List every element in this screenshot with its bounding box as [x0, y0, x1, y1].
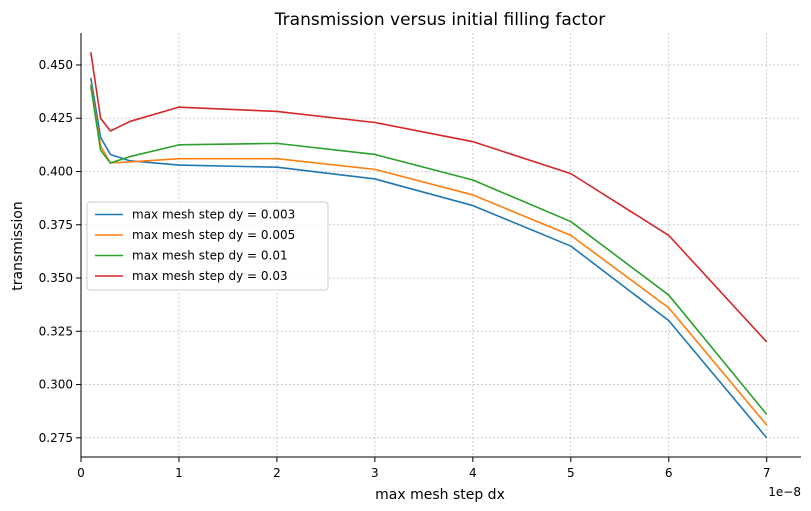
legend-label: max mesh step dy = 0.005: [132, 228, 295, 242]
x-tick-label: 4: [469, 466, 477, 480]
legend-label: max mesh step dy = 0.03: [132, 269, 288, 283]
y-tick-label: 0.350: [39, 271, 73, 285]
series-layer: [90, 52, 768, 439]
y-tick-label: 0.375: [39, 218, 73, 232]
x-offset-label: 1e−8: [768, 485, 801, 499]
y-axis-label: transmission: [10, 201, 26, 290]
y-tick-label: 0.425: [39, 111, 73, 125]
y-tick-label: 0.275: [39, 431, 73, 445]
series-line-1: [90, 77, 768, 439]
x-tick-label: 2: [273, 466, 281, 480]
chart-title: Transmission versus initial filling fact…: [274, 10, 605, 30]
legend-box: [86, 201, 329, 291]
y-tick-label: 0.400: [39, 164, 73, 178]
legend-label: max mesh step dy = 0.01: [132, 249, 288, 263]
series-line-2: [90, 84, 768, 426]
x-tick-label: 7: [763, 466, 771, 480]
series-line-3: [90, 86, 768, 415]
x-tick-label: 5: [567, 466, 575, 480]
legend: max mesh step dy = 0.003 max mesh step dy…: [86, 201, 329, 291]
series-line-4: [90, 52, 768, 343]
y-ticks: 0.275 0.300 0.325 0.350 0.375 0.400 0.425 0.450: [39, 58, 81, 445]
axes: [80, 33, 801, 458]
y-tick-label: 0.450: [39, 58, 73, 72]
y-tick-label: 0.300: [39, 378, 73, 392]
x-tick-label: 0: [77, 466, 85, 480]
x-tick-label: 6: [665, 466, 673, 480]
x-axis-label: max mesh step dx: [375, 487, 505, 503]
x-ticks: 0 1 2 3 4 5 6 7: [77, 457, 771, 480]
grid: [80, 33, 801, 457]
y-tick-label: 0.325: [39, 324, 73, 338]
x-tick-label: 1: [175, 466, 183, 480]
x-tick-label: 3: [371, 466, 379, 480]
legend-label: max mesh step dy = 0.003: [132, 208, 295, 222]
